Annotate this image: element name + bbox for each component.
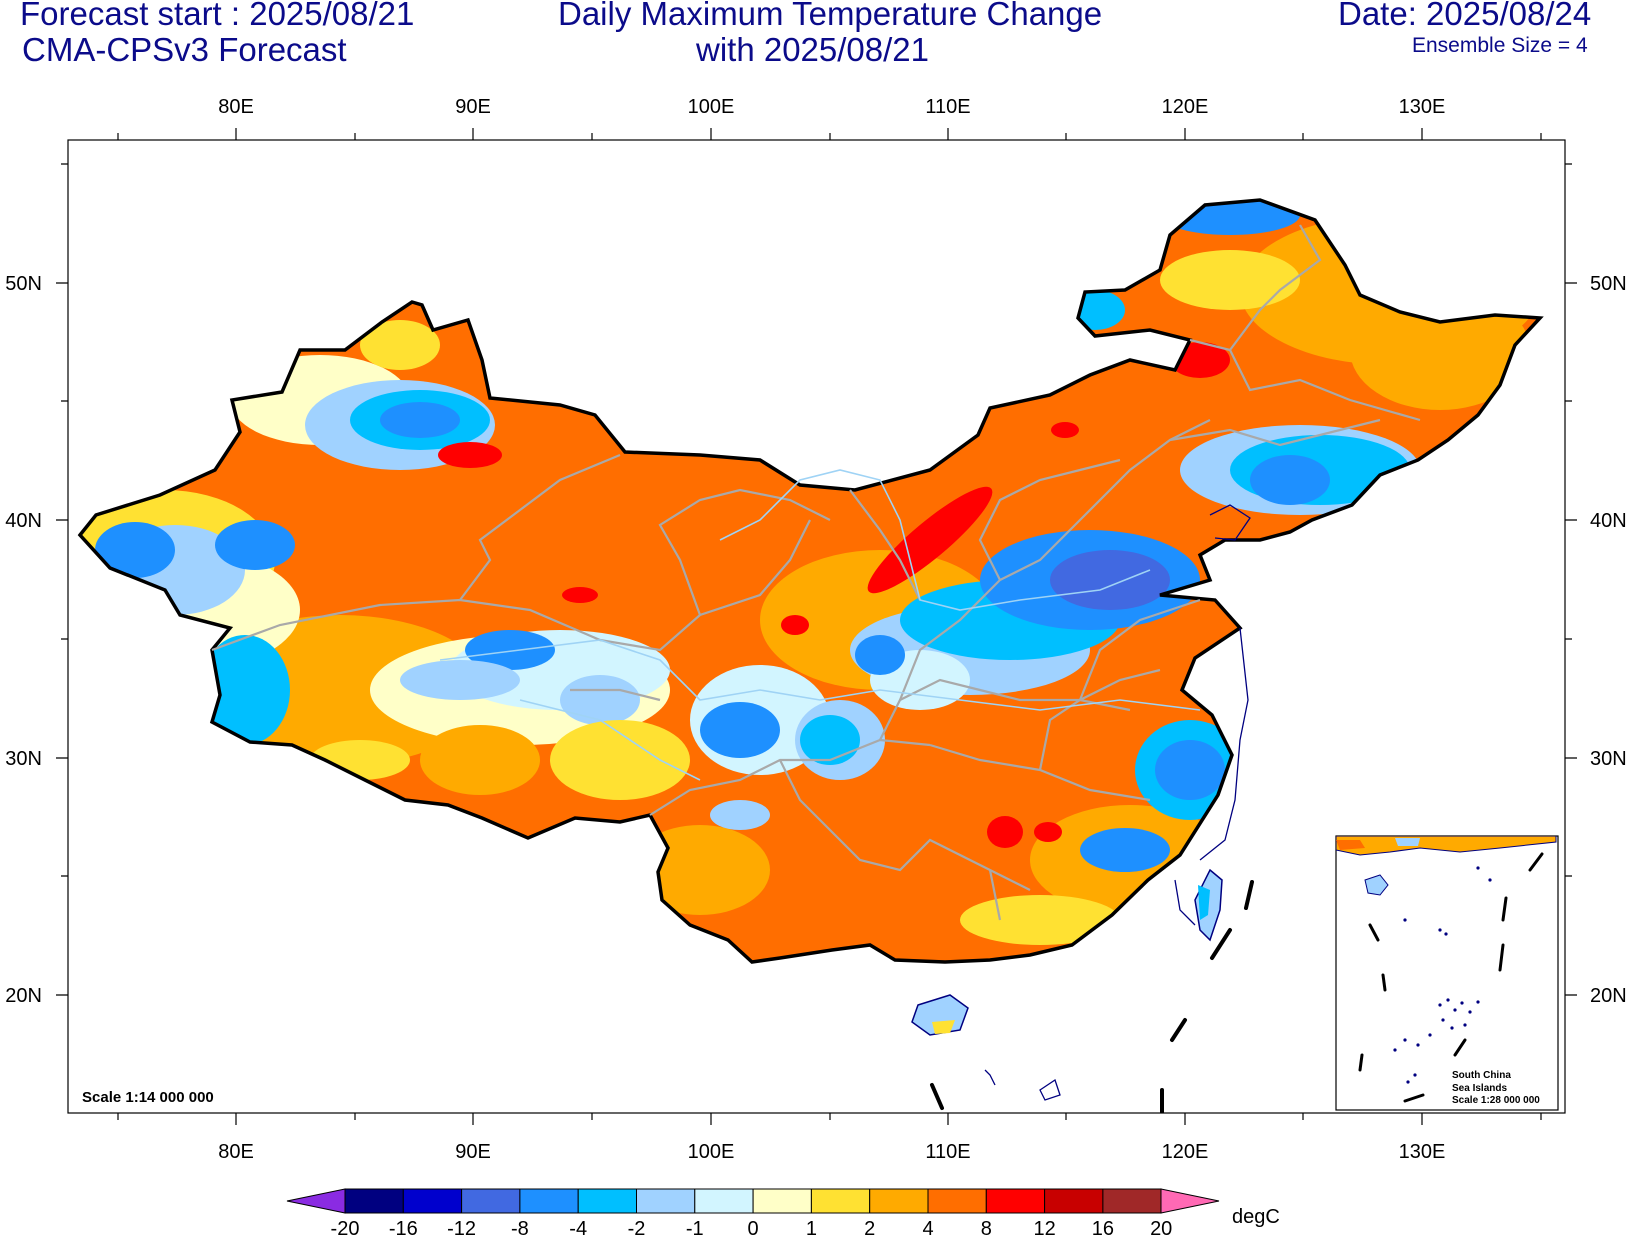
lon-label-top-130e: 130E bbox=[1399, 96, 1446, 118]
color-bar-tick-label: -20 bbox=[331, 1218, 360, 1240]
lat-label-left-20n: 20N bbox=[5, 985, 42, 1007]
lat-label-right-20n: 20N bbox=[1590, 985, 1627, 1007]
forecast-start-label: Forecast start : 2025/08/21 bbox=[20, 0, 415, 32]
color-bar-tick-label: -8 bbox=[511, 1218, 529, 1240]
lon-label-top-120e: 120E bbox=[1162, 96, 1209, 118]
axis-ticks bbox=[56, 128, 1577, 1125]
lat-label-left-30n: 30N bbox=[5, 748, 42, 770]
lon-label-bottom-110e: 110E bbox=[925, 1141, 970, 1163]
nine-dash-line bbox=[930, 880, 1254, 1113]
inset-label-line3: Scale 1:28 000 000 bbox=[1452, 1095, 1540, 1106]
color-bar-box bbox=[752, 1188, 812, 1214]
color-bar-tick-label: 8 bbox=[981, 1218, 992, 1240]
lon-label-top-100e: 100E bbox=[688, 96, 735, 118]
color-bar-tick-label: 4 bbox=[922, 1218, 933, 1240]
color-bar-box bbox=[344, 1188, 404, 1214]
lon-label-top-90e: 90E bbox=[455, 96, 491, 118]
map-title: Daily Maximum Temperature Change bbox=[558, 0, 1103, 32]
rivers bbox=[439, 469, 1201, 781]
color-bar-tick-label: 1 bbox=[806, 1218, 817, 1240]
lat-label-left-40n: 40N bbox=[5, 510, 42, 532]
lon-label-bottom-130e: 130E bbox=[1399, 1141, 1446, 1163]
color-bar-tick-label: 16 bbox=[1092, 1218, 1114, 1240]
color-bar-tick-label: -1 bbox=[686, 1218, 704, 1240]
color-bar-tick-label: 2 bbox=[864, 1218, 875, 1240]
lon-label-bottom-80e: 80E bbox=[218, 1141, 254, 1163]
lat-label-right-30n: 30N bbox=[1590, 748, 1627, 770]
color-bar-box bbox=[402, 1188, 463, 1214]
color-bar: -20 -16 -12 -8 -4 -2 -1 0 1 2 4 8 12 16 20 degC bbox=[286, 1188, 1280, 1240]
valid-date-label: Date: 2025/08/24 bbox=[1338, 0, 1592, 32]
map-scale-note: Scale 1:14 000 000 bbox=[82, 1089, 214, 1106]
color-bar-box bbox=[636, 1188, 696, 1214]
inset-label-line1: South China bbox=[1452, 1070, 1511, 1081]
color-bar-tick-label: -12 bbox=[447, 1218, 476, 1240]
color-bar-tick-label: 0 bbox=[748, 1218, 759, 1240]
color-bar-box bbox=[927, 1188, 987, 1214]
color-bar-tick-label: -2 bbox=[628, 1218, 646, 1240]
color-bar-tick-label: 12 bbox=[1033, 1218, 1055, 1240]
coastline bbox=[984, 504, 1251, 1101]
lat-label-left-50n: 50N bbox=[5, 273, 42, 295]
color-bar-box bbox=[869, 1188, 929, 1214]
color-bar-tick-label: -4 bbox=[569, 1218, 587, 1240]
lat-label-right-50n: 50N bbox=[1590, 273, 1627, 295]
color-bar-box bbox=[810, 1188, 871, 1214]
province-boundaries bbox=[211, 224, 1421, 921]
color-bar-box bbox=[519, 1188, 579, 1214]
lon-label-top-110e: 110E bbox=[925, 96, 970, 118]
lon-label-bottom-120e: 120E bbox=[1162, 1141, 1209, 1163]
lat-label-right-40n: 40N bbox=[1590, 510, 1627, 532]
color-bar-box bbox=[461, 1188, 521, 1214]
color-bar-box bbox=[1044, 1188, 1104, 1214]
color-bar-tick-label: 20 bbox=[1150, 1218, 1172, 1240]
lon-label-bottom-90e: 90E bbox=[455, 1141, 491, 1163]
lon-label-top-80e: 80E bbox=[218, 96, 254, 118]
inset-label-line2: Sea Islands bbox=[1452, 1083, 1507, 1094]
color-bar-box bbox=[985, 1188, 1046, 1214]
model-label: CMA-CPSv3 Forecast bbox=[22, 31, 347, 68]
ensemble-size-label: Ensemble Size = 4 bbox=[1412, 34, 1588, 57]
color-bar-box bbox=[1102, 1188, 1162, 1214]
color-bar-under-triangle bbox=[286, 1188, 346, 1214]
color-bar-unit: degC bbox=[1232, 1206, 1280, 1228]
hainan bbox=[911, 994, 969, 1036]
color-bar-box bbox=[694, 1188, 754, 1214]
south-china-sea-inset: South China Sea Islands Scale 1:28 000 0… bbox=[1335, 835, 1559, 1111]
color-bar-over-triangle bbox=[1160, 1188, 1220, 1214]
color-bar-tick-label: -16 bbox=[389, 1218, 418, 1240]
map-subtitle: with 2025/08/21 bbox=[696, 31, 930, 68]
lon-label-bottom-100e: 100E bbox=[688, 1141, 735, 1163]
color-bar-box bbox=[577, 1188, 638, 1214]
